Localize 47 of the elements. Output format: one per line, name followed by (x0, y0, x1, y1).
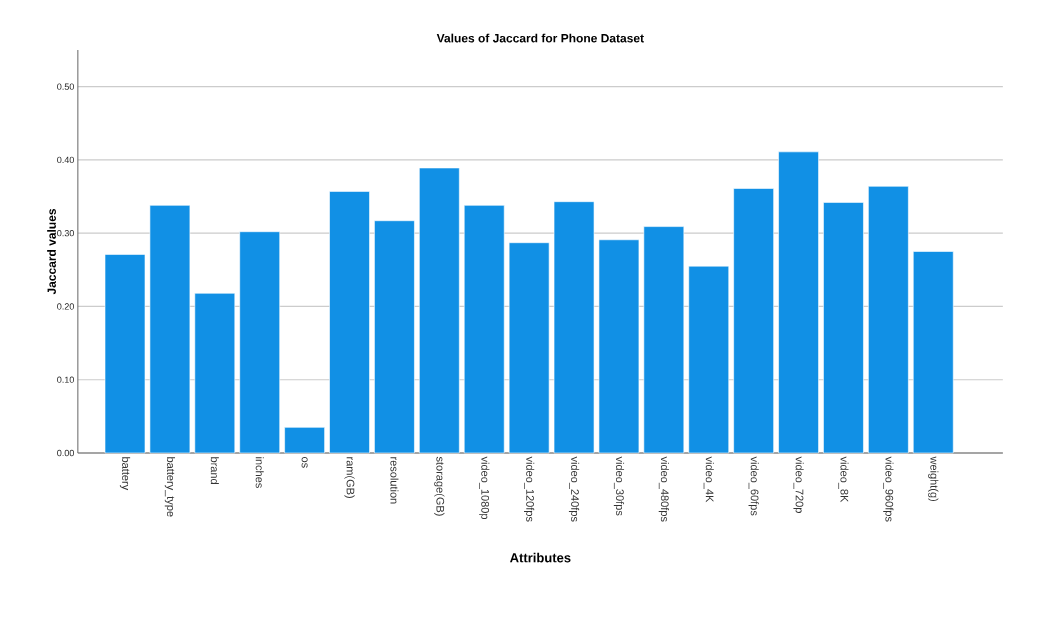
x-tick-label: weight(g) (928, 456, 939, 502)
bar (912, 251, 954, 454)
x-tick-label: video_1080p (479, 456, 490, 520)
y-tick-label: 0.50 (57, 83, 74, 90)
y-tick-label: 0.10 (57, 376, 74, 383)
bar (284, 427, 325, 454)
bar (194, 292, 236, 454)
x-tick-label: storage(GB) (434, 456, 445, 516)
x-tick-label: battery (119, 457, 131, 491)
bar (733, 188, 774, 454)
x-tick-label: brand (210, 457, 219, 484)
bar (778, 151, 819, 454)
bar (239, 231, 281, 454)
bar (553, 201, 595, 454)
x-tick-label: video_240fps (568, 456, 580, 522)
y-tick-label: 0.20 (57, 303, 74, 310)
bar (329, 191, 370, 454)
bar (374, 220, 415, 454)
bar (104, 254, 146, 454)
x-tick-label: video_4K (703, 456, 714, 503)
x-tick-label: video_120fps (524, 456, 535, 522)
bar (419, 167, 460, 454)
chart-title: Values of Jaccard for Phone Dataset (436, 33, 644, 43)
x-tick-label: resolution (390, 457, 399, 504)
x-tick-label: video_720p (793, 456, 804, 513)
bar (149, 205, 191, 454)
bar (463, 205, 505, 454)
x-tick-label: battery_type (164, 457, 176, 517)
x-tick-label: video_30fps (613, 456, 625, 516)
x-tick-label: inches (255, 457, 264, 488)
x-tick-label: video_8K (838, 456, 849, 503)
bar (868, 185, 909, 454)
y-tick-label: 0.40 (57, 156, 74, 164)
y-tick-label: 0.00 (57, 449, 74, 457)
y-tick-label: 0.30 (57, 229, 74, 237)
bar (508, 242, 550, 454)
x-tick-label: video_960fps (883, 456, 894, 522)
x-axis-title: Attributes (510, 552, 571, 563)
x-tick-label: video_60fps (748, 456, 759, 516)
bar (598, 239, 640, 454)
bar (643, 226, 685, 454)
y-axis-title: Jaccard values (47, 208, 56, 295)
x-tick-label: ram(GB) (344, 457, 355, 499)
bar (688, 265, 730, 454)
x-tick-label: video_480fps (658, 456, 669, 522)
x-tick-label: os (301, 456, 308, 468)
bar (823, 202, 864, 454)
